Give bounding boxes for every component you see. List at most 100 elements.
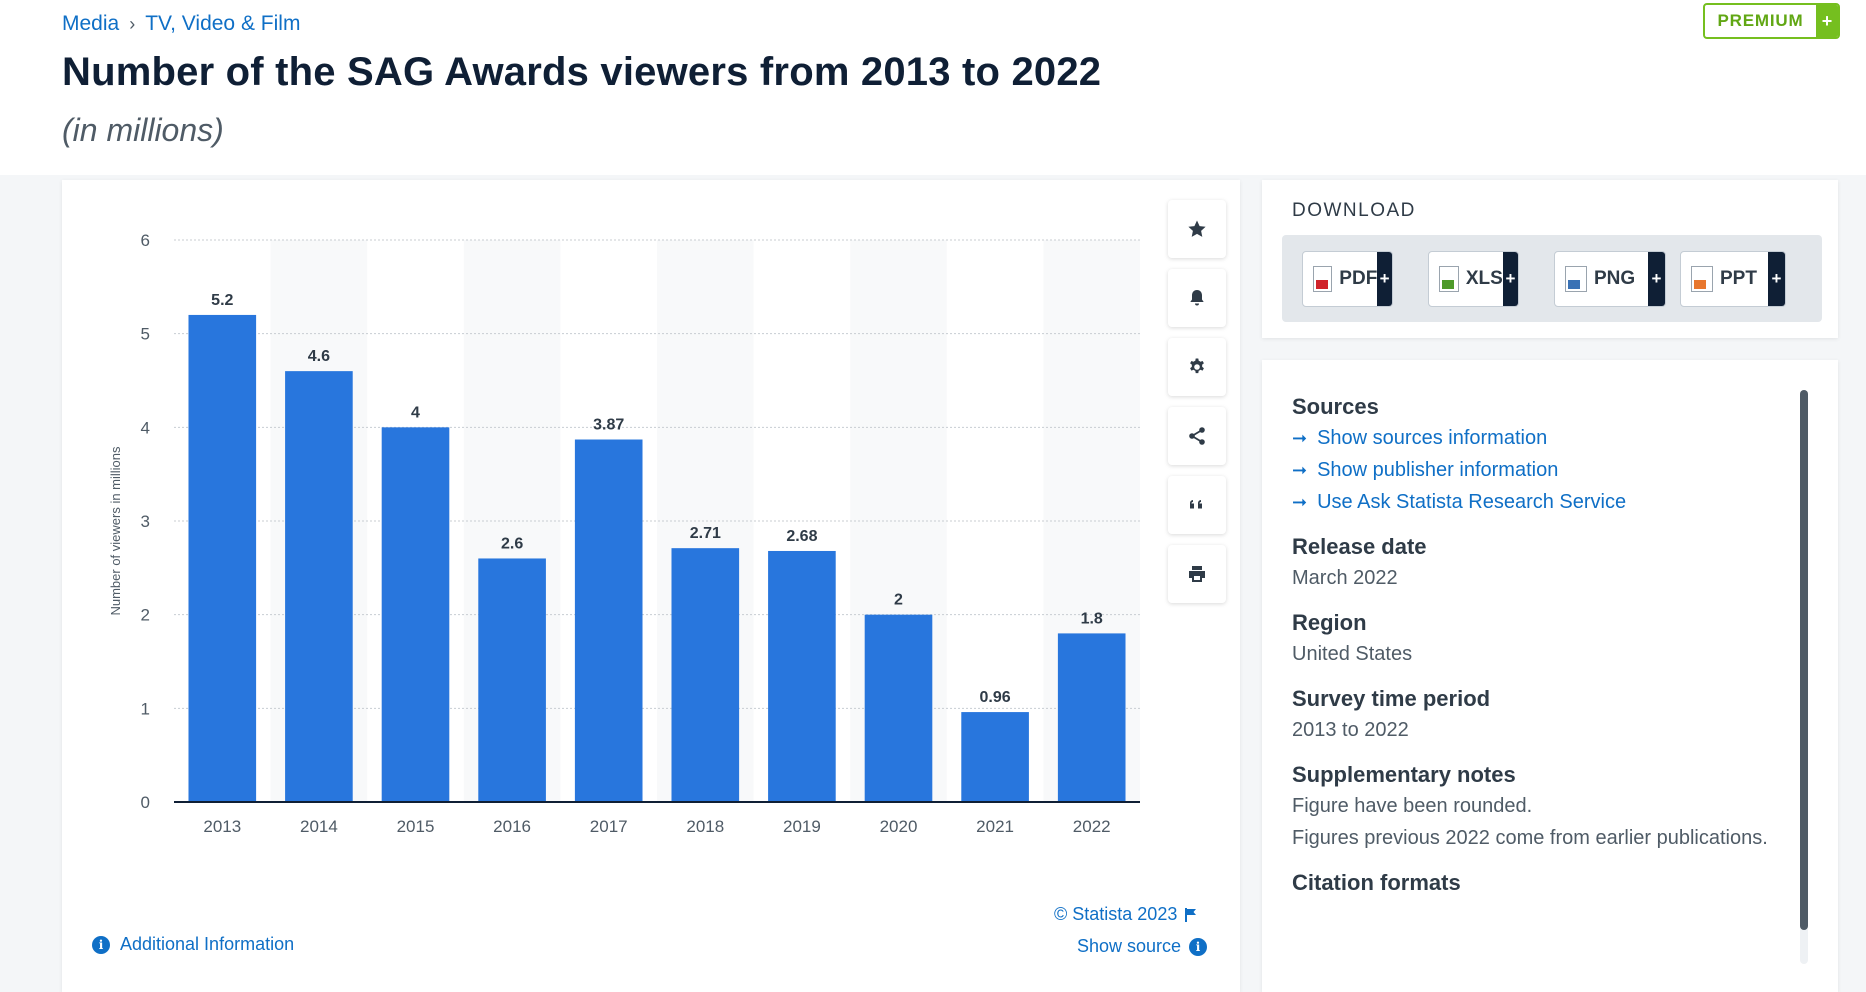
info-icon: i: [92, 935, 110, 954]
download-png-button[interactable]: PNG +: [1554, 251, 1666, 307]
premium-plus-icon: +: [1816, 5, 1838, 37]
survey-section: Survey time period 2013 to 2022: [1292, 684, 1792, 746]
sources-heading: Sources: [1292, 394, 1379, 419]
y-tick-label: 0: [141, 793, 150, 812]
data-label: 2: [894, 592, 903, 609]
settings-button[interactable]: [1168, 338, 1226, 396]
pdf-plus-icon: +: [1377, 252, 1392, 306]
show-source-label: Show source: [1077, 936, 1182, 956]
data-label: 2.68: [786, 528, 817, 545]
page-subtitle: (in millions): [62, 112, 224, 148]
region-value: United States: [1292, 643, 1413, 665]
show-sources-label: Show sources information: [1317, 427, 1548, 449]
additional-information-label: Additional Information: [120, 934, 295, 954]
release-heading: Release date: [1292, 534, 1427, 559]
research-service-label: Use Ask Statista Research Service: [1317, 491, 1627, 513]
ppt-plus-icon: +: [1768, 252, 1785, 306]
quote-icon: [1190, 500, 1202, 509]
breadcrumb-separator: ›: [129, 13, 136, 34]
info-card: Sources ➞ Show sources information ➞ Show …: [1262, 360, 1838, 992]
arrow-right-icon: ➞: [1292, 460, 1308, 480]
x-tick-label: 2016: [493, 817, 531, 836]
data-label: 4: [411, 404, 420, 421]
y-tick-label: 3: [141, 512, 150, 531]
pdf-file-icon: [1313, 266, 1333, 292]
y-tick-label: 6: [141, 231, 150, 250]
cite-button[interactable]: [1168, 476, 1226, 534]
ppt-file-icon: [1691, 266, 1713, 292]
region-section: Region United States: [1292, 608, 1792, 670]
gear-icon: [1190, 358, 1204, 374]
y-tick-label: 5: [141, 325, 150, 344]
breadcrumb: Media › TV, Video & Film: [62, 12, 300, 36]
citation-heading: Citation formats: [1292, 870, 1461, 895]
share-button[interactable]: [1168, 407, 1226, 465]
x-tick-label: 2020: [880, 817, 918, 836]
data-label: 2.6: [501, 535, 523, 552]
notification-button[interactable]: [1168, 269, 1226, 327]
xls-plus-icon: +: [1502, 252, 1518, 306]
page-header: Media › TV, Video & Film Number of the S…: [0, 0, 1866, 175]
bar: [961, 712, 1029, 802]
arrow-right-icon: ➞: [1292, 492, 1308, 512]
bar: [768, 550, 836, 802]
chart-toolbar: [1168, 200, 1226, 614]
premium-label: PREMIUM: [1717, 11, 1804, 30]
additional-information-link[interactable]: i Additional Information: [92, 934, 294, 955]
png-plus-icon: +: [1648, 252, 1665, 306]
premium-button[interactable]: PREMIUM +: [1703, 3, 1840, 39]
x-tick-label: 2013: [203, 817, 241, 836]
favorite-button[interactable]: [1168, 200, 1226, 258]
bar-chart: 0 1 2 3 4 5 6 Number of viewers in millions 5.2 2…: [108, 231, 1140, 836]
x-tick-label: 2021: [976, 817, 1014, 836]
show-publisher-link[interactable]: ➞ Show publisher information: [1292, 454, 1792, 486]
data-label: 3.87: [593, 417, 624, 434]
data-label: 1.8: [1081, 610, 1103, 627]
download-xls-button[interactable]: XLS +: [1428, 251, 1519, 307]
notes-section: Supplementary notes Figure have been rou…: [1292, 760, 1792, 854]
notes-line-1: Figure have been rounded.: [1292, 795, 1533, 817]
survey-value: 2013 to 2022: [1292, 719, 1409, 741]
data-label: 0.96: [980, 689, 1011, 706]
show-sources-link[interactable]: ➞ Show sources information: [1292, 422, 1792, 454]
xls-file-icon: [1439, 266, 1459, 292]
y-axis-label: Number of viewers in millions: [108, 446, 123, 616]
info-content: Sources ➞ Show sources information ➞ Show …: [1292, 392, 1792, 912]
citation-section: Citation formats: [1292, 868, 1792, 898]
share-icon: [1189, 427, 1205, 445]
print-icon: [1189, 566, 1205, 582]
ppt-label: PPT: [1720, 268, 1757, 289]
arrow-right-icon: ➞: [1292, 428, 1308, 448]
download-ppt-button[interactable]: PPT +: [1680, 251, 1786, 307]
bar: [671, 548, 740, 802]
y-tick-label: 2: [141, 606, 150, 625]
breadcrumb-media[interactable]: Media: [62, 12, 120, 35]
scrollbar-thumb[interactable]: [1800, 390, 1808, 930]
x-tick-label: 2015: [397, 817, 435, 836]
pdf-label: PDF: [1339, 268, 1378, 289]
download-card: DOWNLOAD PDF + XLS + PNG + PPT +: [1262, 180, 1838, 338]
chart-card: 0 1 2 3 4 5 6 Number of viewers in millions 5.2 2…: [62, 180, 1240, 992]
y-tick-label: 4: [141, 418, 150, 437]
x-tick-label: 2017: [590, 817, 628, 836]
bar: [574, 439, 643, 802]
bar: [864, 614, 933, 802]
flag-icon: [1185, 907, 1197, 922]
print-button[interactable]: [1168, 545, 1226, 603]
data-label: 2.71: [690, 525, 721, 542]
x-tick-label: 2019: [783, 817, 821, 836]
show-source-link[interactable]: Show source i: [1077, 936, 1208, 957]
page-title: Number of the SAG Awards viewers from 20…: [62, 50, 1102, 94]
statista-copyright[interactable]: © Statista 2023: [1054, 904, 1197, 925]
x-tick-label: 2022: [1073, 817, 1111, 836]
breadcrumb-tv-video-film[interactable]: TV, Video & Film: [145, 12, 301, 35]
download-pdf-button[interactable]: PDF +: [1302, 251, 1393, 307]
download-bar: PDF + XLS + PNG + PPT +: [1282, 235, 1822, 322]
x-tick-label: 2018: [686, 817, 724, 836]
bar: [478, 558, 546, 802]
png-file-icon: [1565, 266, 1587, 292]
bell-icon: [1190, 290, 1204, 306]
research-service-link[interactable]: ➞ Use Ask Statista Research Service: [1292, 486, 1792, 518]
info-icon: i: [1189, 937, 1208, 956]
bar: [381, 427, 450, 802]
